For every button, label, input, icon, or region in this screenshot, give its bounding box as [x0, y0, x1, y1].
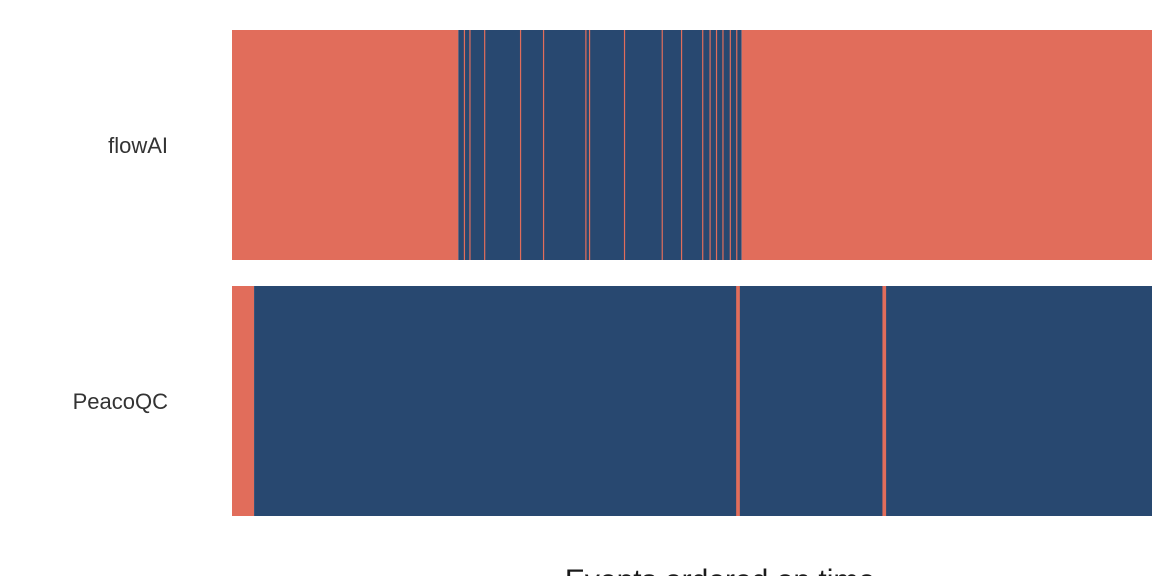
row-peacoqc [232, 286, 1152, 516]
stripe-1 [463, 30, 466, 260]
stripe-6 [585, 30, 587, 260]
stripe-2 [469, 30, 471, 260]
stripe-5 [542, 30, 545, 260]
stripe-7 [588, 30, 591, 260]
stripe-15 [729, 30, 731, 260]
plot-area [232, 30, 1152, 516]
stripe-10 [680, 30, 683, 260]
segment-1 [232, 30, 459, 260]
stripe-1 [736, 286, 740, 516]
row-labels: flowAI PeacoQC [73, 133, 168, 414]
row-label: PeacoQC [73, 389, 168, 414]
segment-2 [254, 286, 1152, 516]
stripe-16 [736, 30, 738, 260]
stripe-8 [623, 30, 626, 260]
segment-1 [232, 286, 255, 516]
stripe-11 [702, 30, 704, 260]
stripe-2 [882, 286, 887, 516]
row-label: flowAI [108, 133, 168, 158]
stripe-3 [484, 30, 486, 260]
segment-2 [458, 30, 742, 260]
stripe-9 [661, 30, 663, 260]
stripe-14 [722, 30, 724, 260]
stripe-13 [715, 30, 718, 260]
stripe-4 [519, 30, 522, 260]
segment-3 [741, 30, 1152, 260]
stripe-12 [709, 30, 711, 260]
x-axis-title: Events ordered on time [565, 564, 875, 576]
row-flowai [232, 30, 1152, 260]
